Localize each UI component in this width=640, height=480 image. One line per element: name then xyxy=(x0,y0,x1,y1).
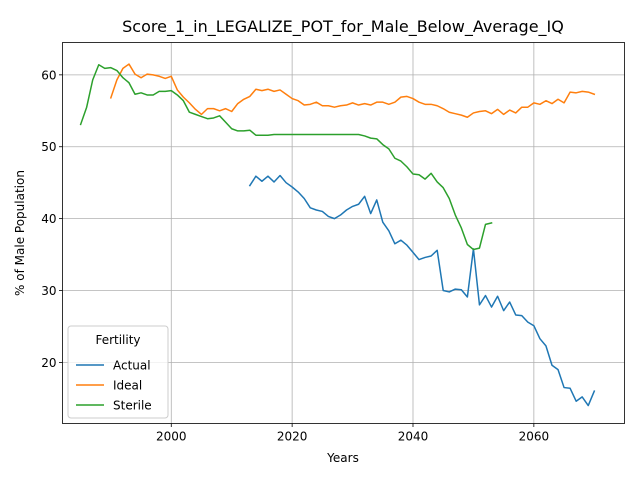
plot-frame xyxy=(62,42,625,424)
legend-box xyxy=(67,325,169,419)
x-tick-label: 2020 xyxy=(277,430,308,444)
chart-title: Score_1_in_LEGALIZE_POT_for_Male_Below_A… xyxy=(122,17,564,37)
legend-title: Fertility xyxy=(95,333,140,347)
x-tick-label: 2000 xyxy=(156,430,187,444)
y-tick-label: 60 xyxy=(41,68,56,82)
x-axis-label: Years xyxy=(326,451,359,465)
y-tick-label: 20 xyxy=(41,356,56,370)
series-lines xyxy=(79,63,596,407)
x-tick-label: 2040 xyxy=(398,430,429,444)
y-axis-ticks: 20 30 40 50 60 xyxy=(41,68,63,370)
series-line-actual xyxy=(248,174,596,407)
legend-label-ideal: Ideal xyxy=(113,379,142,393)
series-line-ideal xyxy=(109,63,596,119)
y-tick-label: 40 xyxy=(41,212,56,226)
y-tick-label: 30 xyxy=(41,284,56,298)
y-tick-label: 50 xyxy=(41,140,56,154)
x-tick-label: 2060 xyxy=(519,430,550,444)
y-axis-label: % of Male Population xyxy=(13,170,27,296)
series-line-sterile xyxy=(79,64,493,251)
legend-label-sterile: Sterile xyxy=(113,399,152,413)
legend: Fertility Actual Ideal Sterile xyxy=(67,325,169,419)
x-axis-ticks: 2000 2020 2040 2060 xyxy=(156,423,550,444)
legend-label-actual: Actual xyxy=(113,359,151,373)
